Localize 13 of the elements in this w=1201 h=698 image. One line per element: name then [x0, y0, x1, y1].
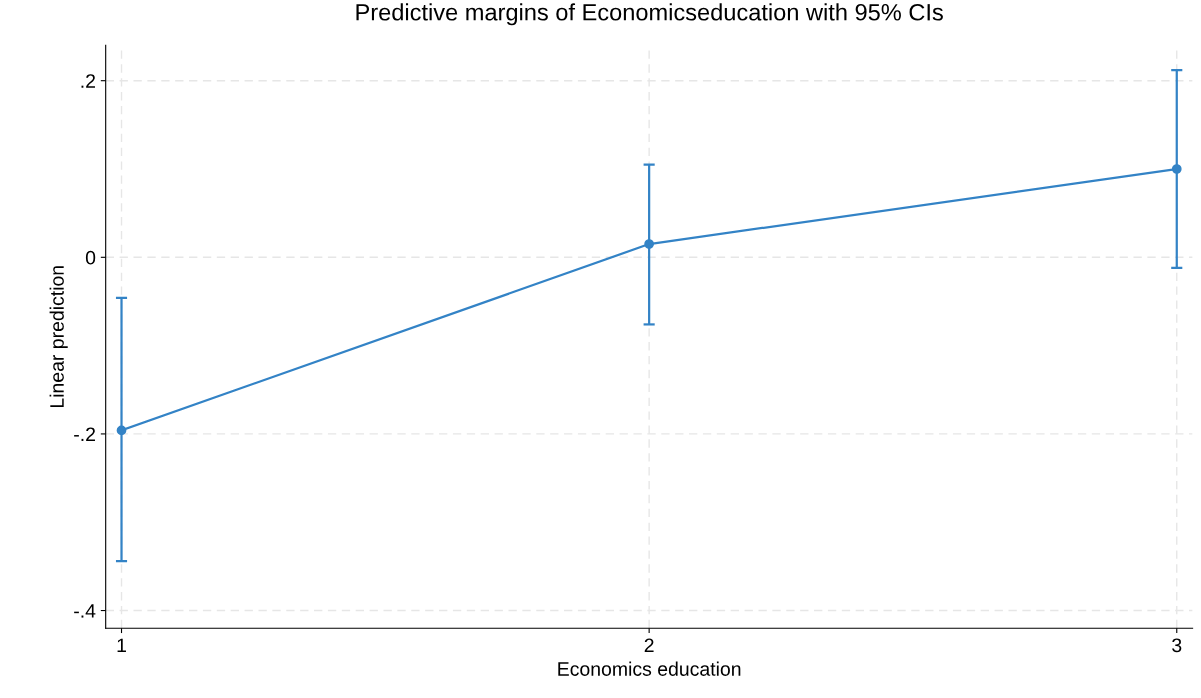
x-tick-label: 2 — [644, 638, 654, 653]
y-tick-label: .2 — [81, 74, 95, 88]
point — [116, 425, 127, 436]
x-tick-label: 3 — [1172, 638, 1182, 653]
chart-title: Predictive margins of Economicseducation with 95% CIs — [356, 3, 943, 26]
point — [644, 239, 655, 249]
y-tick-label: 0 — [85, 250, 96, 265]
x-axis-title: Economics education — [558, 661, 741, 676]
y-tick-label: -.2 — [74, 427, 95, 441]
y-axis-title: Linear prediction — [49, 266, 68, 408]
point — [1171, 164, 1182, 174]
x-tick-label: 1 — [117, 638, 126, 653]
y-tick-label: -.4 — [74, 604, 96, 618]
